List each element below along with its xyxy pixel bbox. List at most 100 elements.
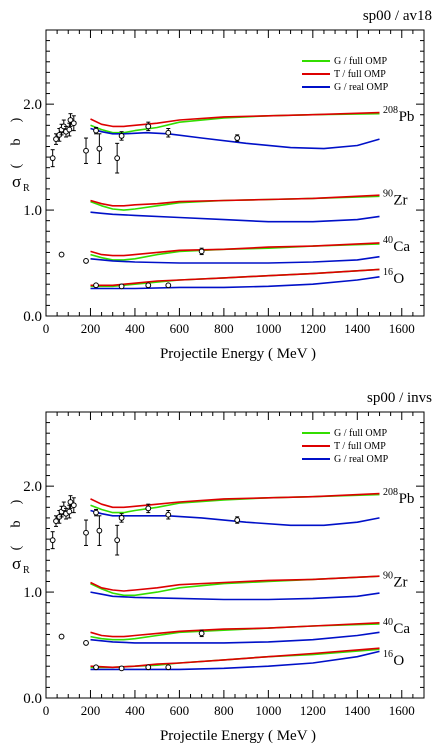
nucleus-label-o: 16 O <box>383 649 404 669</box>
data-point <box>58 251 65 258</box>
x-tick-label: 1200 <box>300 703 326 718</box>
data-marker <box>67 499 74 505</box>
x-tick-label: 800 <box>214 703 234 718</box>
data-marker <box>53 136 59 143</box>
panel-2-ylabel-paren-close: ) <box>9 499 24 504</box>
data-point <box>70 115 77 132</box>
curve-zr-green <box>90 195 380 211</box>
data-marker <box>70 502 77 509</box>
data-marker <box>145 505 152 512</box>
curve-pb-red <box>90 111 380 128</box>
data-point <box>118 513 125 523</box>
nucleus-mass-number: 40 <box>383 617 393 628</box>
nucleus-mass-number: 90 <box>383 571 393 582</box>
data-point <box>198 629 205 638</box>
data-marker <box>118 665 125 672</box>
data-point <box>96 515 103 546</box>
data-marker <box>66 126 73 133</box>
panel-2-ylabel-paren-open: ( <box>9 545 24 550</box>
data-point <box>114 142 121 174</box>
panel-2-legend: G / full OMP T / full OMP G / real OMP <box>302 428 389 465</box>
nucleus-mass-number: 208 <box>383 487 398 498</box>
panel-2-y-axis-label: σ R ( b ) <box>9 499 30 576</box>
data-marker <box>49 155 56 162</box>
x-tick-label: 800 <box>214 321 234 336</box>
data-marker <box>83 529 89 536</box>
panel-1-x-axis-label: Projectile Energy ( MeV ) <box>160 346 316 362</box>
x-tick-label: 0 <box>43 321 50 336</box>
curve-o-red <box>90 268 380 287</box>
panel-1-data-points <box>49 113 241 290</box>
panel-1-ylabel-paren-close: ) <box>9 117 24 122</box>
curve-ca-blue <box>90 255 380 264</box>
data-point <box>93 126 99 135</box>
panel-1-legend-label-red: T / full OMP <box>334 69 386 80</box>
curve-zr-red <box>90 575 380 592</box>
x-tick-label: 0 <box>43 703 50 718</box>
y-tick-label: 1.0 <box>23 585 42 601</box>
data-marker <box>145 123 152 130</box>
data-point <box>114 524 121 556</box>
curve-pb-blue <box>90 509 380 527</box>
panel-2-x-axis: 0 200 400 600 800 1000 1200 1400 1600 <box>43 412 425 718</box>
data-marker <box>58 633 65 640</box>
curve-o-red <box>90 647 380 669</box>
x-tick-label: 1000 <box>255 703 281 718</box>
data-marker <box>70 120 77 127</box>
data-point <box>165 664 172 671</box>
panel-2-title: sp00 / invs <box>367 390 432 406</box>
nucleus-symbol: Pb <box>399 109 415 125</box>
panel-2-x-axis-label: Projectile Energy ( MeV ) <box>160 728 316 744</box>
data-marker <box>96 527 103 534</box>
data-marker <box>118 515 125 521</box>
data-point <box>93 508 99 517</box>
data-point <box>234 516 241 524</box>
data-point <box>145 282 152 289</box>
panel-1-legend: G / full OMP T / full OMP G / real OMP <box>302 56 389 93</box>
x-tick-label: 1600 <box>389 703 415 718</box>
x-tick-label: 600 <box>170 703 190 718</box>
x-tick-label: 1200 <box>300 321 326 336</box>
curve-zr-blue <box>90 591 380 601</box>
curve-ca-red <box>90 242 380 257</box>
panel-1-y-axis-label: σ R ( b ) <box>9 117 30 194</box>
data-marker <box>93 664 99 671</box>
nucleus-symbol: Zr <box>393 575 407 591</box>
data-point <box>58 633 65 640</box>
curve-zr-red <box>90 194 380 207</box>
panel-1-ylabel-paren-open: ( <box>9 163 24 168</box>
nucleus-label-zr: 90 Zr <box>383 189 408 209</box>
data-point <box>66 504 73 519</box>
nucleus-mass-number: 208 <box>383 105 398 116</box>
nucleus-symbol: O <box>393 653 404 669</box>
data-marker <box>114 155 121 162</box>
panel-1-ylabel-subscript: R <box>23 183 30 194</box>
panel-1: sp00 / av18 0.0 1.0 2.0 0 200 400 600 800 1000 1… <box>9 8 432 362</box>
data-point <box>165 282 172 289</box>
data-point <box>83 137 89 164</box>
y-tick-label: 1.0 <box>23 203 42 219</box>
data-point <box>49 531 56 550</box>
data-marker <box>118 133 125 139</box>
nucleus-symbol: O <box>393 271 404 287</box>
x-tick-label: 1000 <box>255 321 281 336</box>
panel-2-curves <box>90 492 380 671</box>
data-marker <box>49 537 56 544</box>
panel-2-legend-label-green: G / full OMP <box>334 428 388 439</box>
data-marker <box>93 509 99 516</box>
panel-2-legend-label-red: T / full OMP <box>334 441 386 452</box>
panel-1-legend-label-green: G / full OMP <box>334 56 388 67</box>
data-point <box>118 665 125 672</box>
nucleus-symbol: Ca <box>393 621 410 637</box>
data-point <box>49 149 56 168</box>
data-marker <box>53 518 59 525</box>
x-tick-label: 600 <box>170 321 190 336</box>
curve-pb-green <box>90 493 380 514</box>
nucleus-label-zr: 90 Zr <box>383 571 408 591</box>
data-point <box>145 503 152 514</box>
x-tick-label: 1400 <box>344 321 370 336</box>
data-point <box>70 497 77 514</box>
panel-2: sp00 / invs 0.0 1.0 2.0 0 200 400 600 800 1000 1… <box>9 390 432 744</box>
data-point <box>53 133 59 145</box>
data-point <box>83 640 89 646</box>
